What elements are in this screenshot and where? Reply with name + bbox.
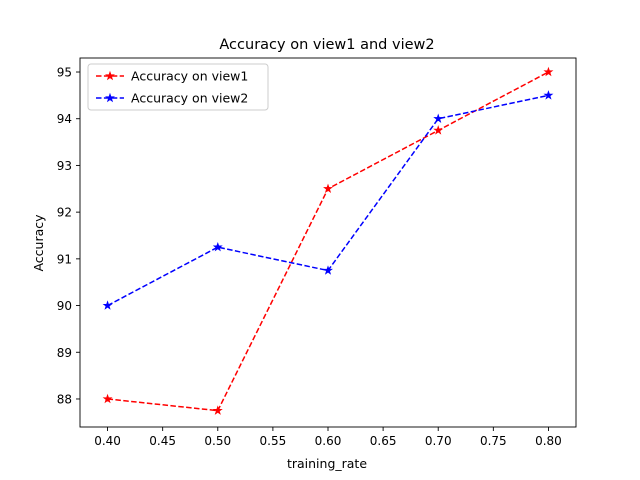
data-point bbox=[543, 90, 554, 100]
x-tick-label: 0.70 bbox=[425, 434, 452, 448]
chart-title: Accuracy on view1 and view2 bbox=[219, 37, 434, 53]
x-tick-label: 0.75 bbox=[480, 434, 507, 448]
data-point bbox=[212, 405, 223, 415]
y-tick-label: 94 bbox=[57, 112, 72, 126]
data-point bbox=[102, 300, 113, 310]
x-tick-label: 0.55 bbox=[260, 434, 287, 448]
x-tick-label: 0.45 bbox=[149, 434, 176, 448]
plot-area: 0.40 0.45 0.50 0.55 0.60 0.65 0.70 0.75 0.80 88 89… bbox=[57, 57, 577, 448]
data-point bbox=[543, 66, 554, 77]
data-point bbox=[102, 393, 113, 404]
legend-marker bbox=[105, 92, 115, 103]
data-point bbox=[323, 183, 333, 193]
series-2 bbox=[102, 90, 554, 310]
data-point bbox=[212, 241, 223, 252]
y-tick-label: 90 bbox=[57, 299, 72, 313]
x-axis-label: training_rate bbox=[287, 456, 367, 471]
x-tick-label: 0.50 bbox=[204, 434, 231, 448]
legend-box bbox=[87, 63, 269, 111]
data-point bbox=[323, 265, 333, 275]
data-point bbox=[433, 125, 444, 135]
y-tick-label: 92 bbox=[57, 206, 72, 220]
x-tick-label: 0.60 bbox=[315, 434, 342, 448]
x-tick-label: 0.40 bbox=[94, 434, 121, 448]
legend: Accuracy on view1 Accuracy on view2 bbox=[87, 63, 269, 111]
y-axis-label: Accuracy bbox=[31, 214, 46, 272]
x-tick-label: 0.65 bbox=[370, 434, 397, 448]
legend-label: Accuracy on view2 bbox=[131, 91, 248, 106]
y-tick-label: 93 bbox=[57, 159, 72, 173]
y-tick-label: 95 bbox=[57, 66, 72, 80]
y-tick-label: 89 bbox=[57, 346, 72, 360]
y-tick-label: 91 bbox=[57, 252, 72, 266]
y-tick-label: 88 bbox=[57, 392, 72, 406]
x-tick-label: 0.80 bbox=[535, 434, 562, 448]
legend-label: Accuracy on view1 bbox=[131, 69, 248, 84]
data-point bbox=[433, 113, 444, 123]
legend-marker bbox=[105, 70, 115, 81]
